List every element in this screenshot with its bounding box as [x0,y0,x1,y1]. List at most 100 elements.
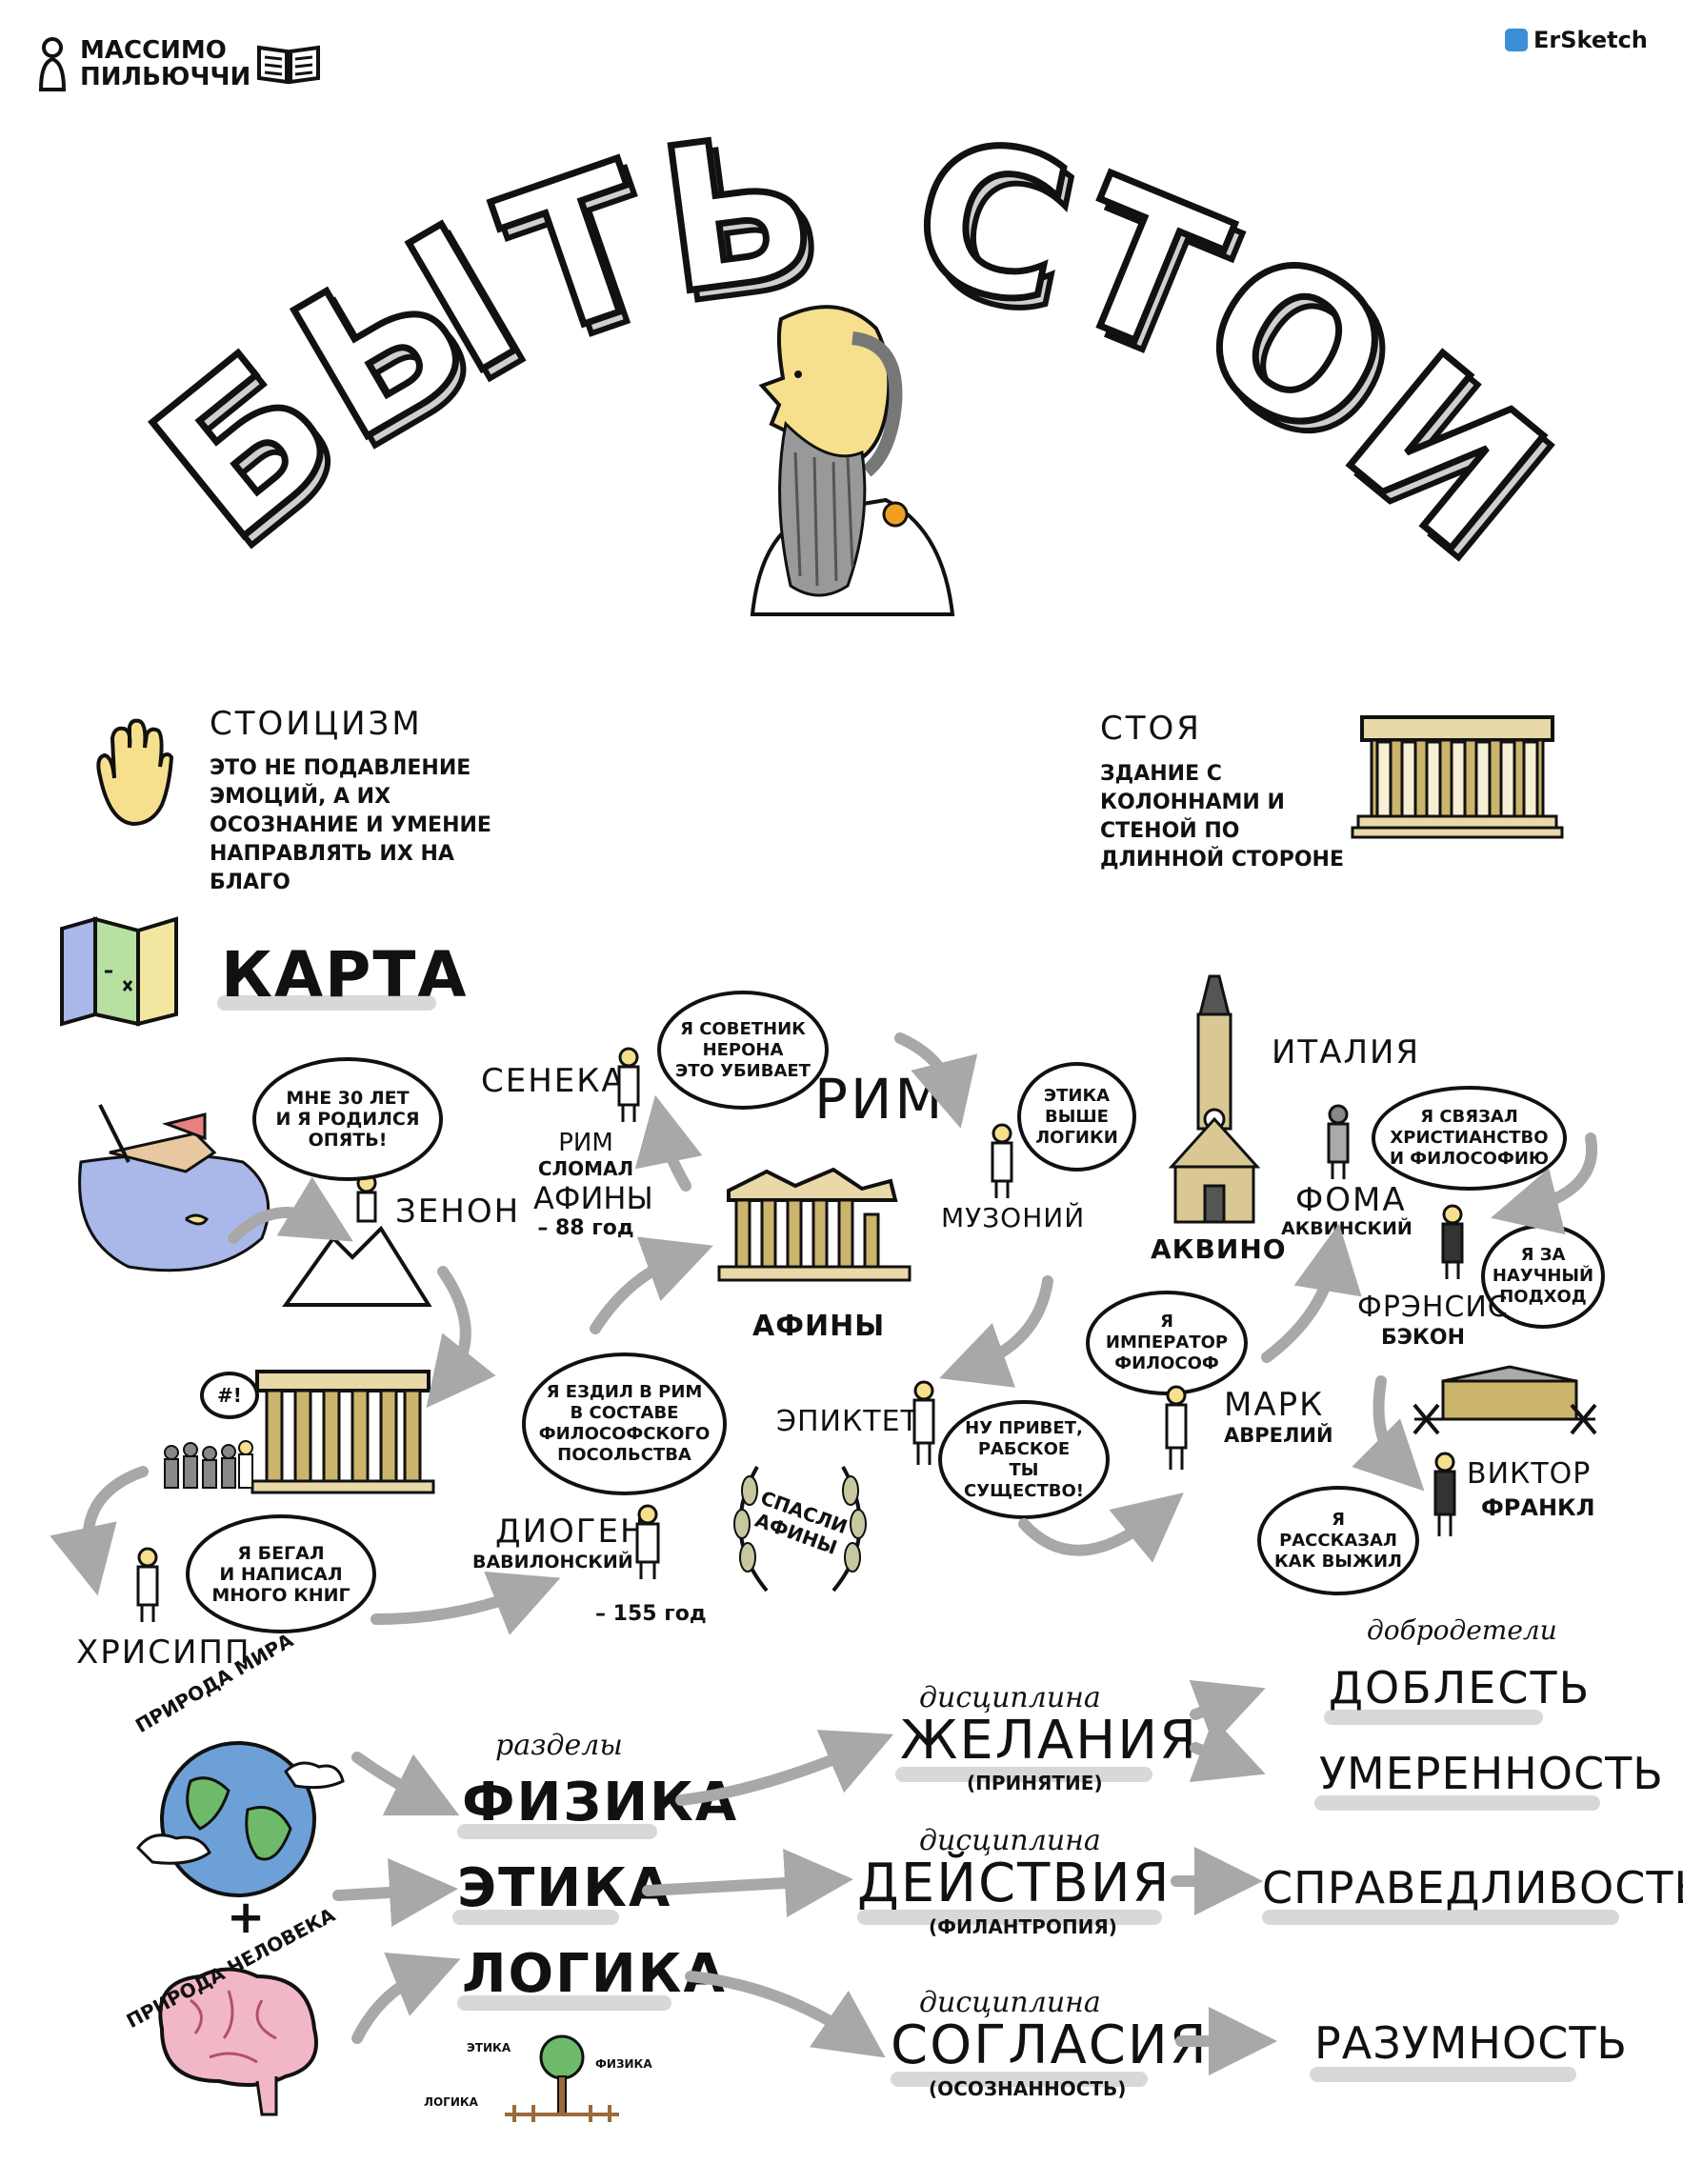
virtues-caption: добродетели [1367,1614,1557,1646]
zeno-speech-bubble: МНЕ 30 ЛЕТ И Я РОДИЛСЯ ОПЯТЬ! [252,1057,443,1181]
frankl-figure [1433,1452,1456,1536]
discipline-caption-desire: дисциплина [919,1681,1101,1714]
discipline-desire-sub: (ПРИНЯТИЕ) [967,1772,1103,1794]
stoa-crowd-illustration [164,1370,435,1494]
discipline-assent-sub: (ОСОЗНАННОСТЬ) [929,2077,1127,2100]
arrow-chrysippus-to-diogenes [371,1571,561,1635]
author-block: МАССИМО ПИЛЬЮЧЧИ [38,36,320,93]
virtue-wisdom: РАЗУМНОСТЬ [1314,2017,1628,2069]
rome-label: РИМ [814,1067,946,1132]
section-physics-underline [457,1824,657,1839]
author-name-line2: ПИЛЬЮЧЧИ [80,63,251,91]
map-title-underline [217,995,436,1011]
brain-icon [158,1967,318,2116]
virtue-temperance-underline [1314,1795,1600,1811]
bacon-label-line2: БЭКОН [1381,1326,1466,1350]
virtue-temperance: УМЕРЕННОСТЬ [1319,1748,1664,1799]
arrow-musonius-to-epictetus [939,1275,1053,1388]
discipline-assent-underline [891,2072,1148,2087]
rome-note-year: – 88 год [537,1216,634,1240]
arrow-bacon-to-frankl [1352,1375,1425,1492]
chrysippus-label: ХРИСИПП [76,1633,251,1672]
rome-note-line1: РИМ [558,1129,613,1157]
marcus-label-line2: АВРЕЛИЙ [1224,1424,1333,1447]
virtue-courage: ДОБЛЕСТЬ [1329,1662,1592,1713]
map-icon [60,916,178,1027]
arrow-athens-to-seneca [634,1094,703,1192]
diogenes-label-line2: ВАВИЛОНСКИЙ [472,1552,633,1573]
arrow-to-ethics [332,1858,458,1927]
book-icon [257,45,320,85]
zeno-label: ЗЕНОН [395,1192,521,1231]
bacon-label-line1: ФРЭНСИС [1357,1291,1509,1324]
diogenes-label-line1: ДИОГЕН [495,1513,647,1551]
section-ethics-underline [452,1910,619,1925]
epictetus-speech-bubble: НУ ПРИВЕТ, РАБСКОЕ ТЫ СУЩЕСТВО! [938,1400,1110,1519]
virtue-justice: СПРАВЕДЛИВОСТЬ [1262,1862,1683,1914]
map-title: КАРТА [221,938,469,1012]
stoicism-text: ЭТО НЕ ПОДАВЛЕНИЕ ЭМОЦИЙ, А ИХ ОСОЗНАНИЕ… [210,756,491,894]
section-logic: ЛОГИКА [462,1943,727,2005]
seneca-label: СЕНЕКА [481,1062,626,1100]
shipwreck-illustration [78,1104,270,1272]
virtue-courage-underline [1324,1710,1543,1725]
stoa-text: ЗДАНИЕ С КОЛОННАМИ И СТЕНОЙ ПО ДЛИННОЙ С… [1100,762,1344,872]
musonius-label: МУЗОНИЙ [941,1202,1086,1233]
arrow-desire-to-temperance [1189,1717,1266,1783]
diogenes-figure [635,1504,660,1579]
marcus-label-line1: МАРК [1224,1386,1325,1424]
epictetus-figure [912,1380,935,1465]
person-icon [38,37,67,91]
diogenes-speech-bubble: Я ЕЗДИЛ В РИМ В СОСТАВЕ ФИЛОСОФСКОГО ПОС… [522,1352,727,1495]
athens-label: АФИНЫ [752,1310,886,1343]
tree-label-ethics: ЭТИКА [467,2041,511,2054]
hand-icon [96,718,174,827]
plus-sign: + [227,1891,266,1944]
discipline-desire-underline [895,1767,1152,1782]
arrow-world-to-physics [351,1752,460,1816]
discipline-action-underline [857,1910,1162,1925]
discipline-action-sub: (ФИЛАНТРОПИЯ) [929,1915,1117,1938]
seneca-figure [617,1047,640,1122]
diogenes-year: – 155 год [595,1602,707,1626]
frankl-label-line2: ФРАНКЛ [1481,1494,1595,1521]
discipline-desire: ЖЕЛАНИЯ [900,1710,1199,1772]
tree-label-logic: ЛОГИКА [424,2095,478,2109]
sections-caption: разделы [495,1729,623,1762]
chrysippus-figure [136,1547,159,1622]
thomas-speech-bubble: Я СВЯЗАЛ ХРИСТИАНСТВО И ФИЛОСОФИЮ [1372,1086,1567,1191]
section-physics: ФИЗИКА [462,1772,739,1833]
discipline-assent: СОГЛАСИЯ [891,2014,1209,2076]
telegram-icon [1505,29,1528,51]
stoa-title: СТОЯ [1100,710,1202,748]
globe-icon [136,1741,345,1897]
discipline-caption-assent: дисциплина [919,1986,1101,2019]
tree-garden-icon [505,2034,619,2122]
marcus-speech-bubble: Я ИМПЕРАТОР ФИЛОСОФ [1086,1291,1248,1395]
stoa-building-icon [1351,715,1564,839]
seneca-speech-bubble: Я СОВЕТНИК НЕРОНА ЭТО УБИВАЕТ [657,991,829,1110]
arrow-marcus-to-thomas [1261,1223,1362,1363]
stoicism-title: СТОИЦИЗМ [210,705,423,743]
arrow-diogenes-to-athens [590,1236,713,1334]
marcus-figure [1165,1385,1188,1470]
discipline-action: ДЕЙСТВИЯ [857,1853,1172,1914]
epictetus-label: ЭПИКТЕТ [776,1405,919,1438]
rome-note-line2: СЛОМАЛ [537,1157,634,1180]
barracks-illustration [1413,1365,1597,1435]
frankl-label-line1: ВИКТОР [1467,1457,1592,1491]
arrow-zeno-to-stoa [426,1266,496,1409]
athens-ruins-illustration [717,1167,912,1282]
rome-note: РИМ СЛОМАЛ АФИНЫ – 88 год [533,1129,653,1240]
zeno-figure [282,1172,432,1307]
channel-name: ErSketch [1533,27,1648,53]
tree-label-physics: ФИЗИКА [595,2057,652,2071]
italy-label: ИТАЛИЯ [1272,1033,1421,1072]
section-ethics: ЭТИКА [457,1857,672,1919]
aquino-tower-illustration [1168,974,1261,1224]
arrow-epictetus-to-marcus [1018,1493,1184,1563]
thomas-label-line1: ФОМА [1295,1181,1407,1219]
thomas-figure [1327,1104,1350,1179]
discipline-caption-action: дисциплина [919,1824,1101,1857]
frankl-speech-bubble: Я РАССКАЗАЛ КАК ВЫЖИЛ [1257,1486,1419,1595]
